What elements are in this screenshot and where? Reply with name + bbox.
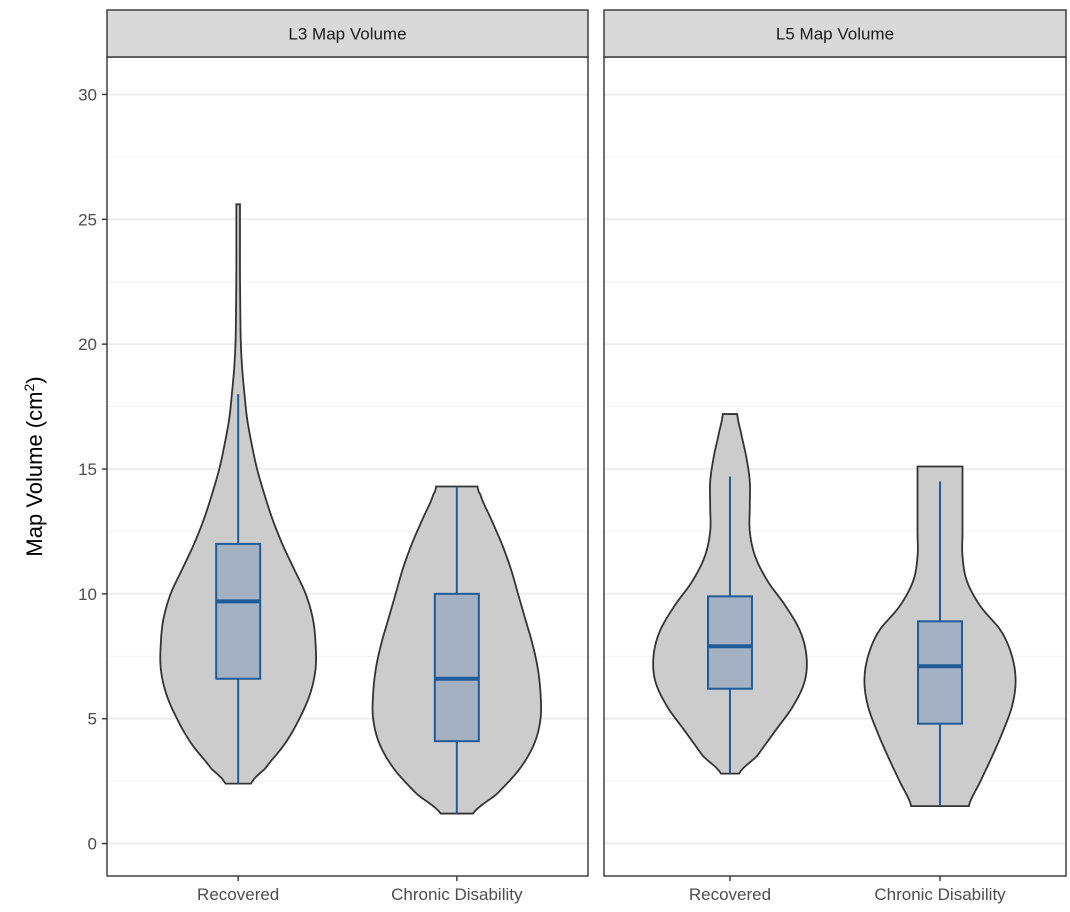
facet-strip [106,9,589,58]
box [706,595,753,690]
y-tick-label: 25 [78,210,97,229]
facet-strip-label: L3 Map Volume [288,25,406,44]
y-axis-title: Map Volume (cm2) [21,376,47,556]
y-tick-label: 10 [78,585,97,604]
y-tick-label: 15 [78,460,97,479]
box [433,592,480,743]
y-axis-title-suffix: ) [22,376,47,383]
y-tick-label: 0 [88,835,97,854]
facet-strip-label: L5 Map Volume [776,25,894,44]
box [917,620,964,725]
y-tick-label: 30 [78,85,97,104]
x-tick-label: Chronic Disability [874,885,1006,904]
x-tick-label: Recovered [197,885,279,904]
box [215,542,262,680]
y-axis-title-main: Map Volume (cm [22,392,47,557]
facet-strip [603,9,1067,58]
y-tick-label: 20 [78,335,97,354]
x-tick-label: Chronic Disability [391,885,523,904]
y-tick-label: 5 [88,710,97,729]
y-axis-title-superscript: 2 [21,384,37,392]
panel-background [604,57,1066,876]
x-tick-label: Recovered [689,885,771,904]
